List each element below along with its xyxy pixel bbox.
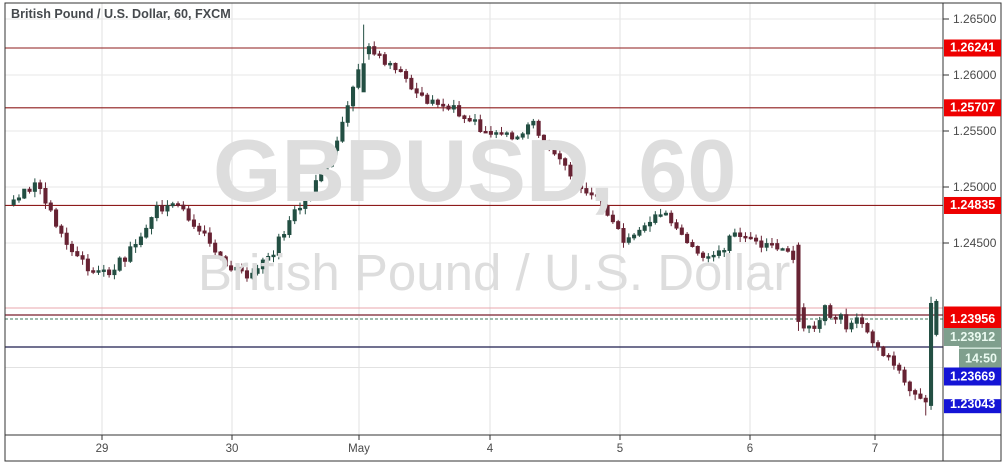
svg-text:1.23669: 1.23669 [950, 370, 995, 384]
svg-text:1.26500: 1.26500 [953, 12, 997, 26]
svg-text:30: 30 [226, 443, 239, 455]
svg-text:British Pound / U.S. Dollar, 6: British Pound / U.S. Dollar, 60, FXCM [11, 7, 231, 21]
svg-text:29: 29 [96, 443, 109, 455]
svg-text:May: May [348, 443, 370, 455]
svg-text:1.25500: 1.25500 [953, 124, 997, 138]
svg-text:5: 5 [617, 443, 623, 455]
svg-text:6: 6 [747, 443, 753, 455]
svg-text:1.23043: 1.23043 [950, 397, 995, 411]
svg-text:1.25000: 1.25000 [953, 180, 997, 194]
svg-text:British Pound / U.S. Dollar: British Pound / U.S. Dollar [198, 244, 790, 301]
svg-text:1.23956: 1.23956 [950, 312, 995, 326]
svg-text:1.25707: 1.25707 [950, 100, 995, 114]
svg-text:14:50: 14:50 [965, 352, 997, 366]
svg-text:1.23912: 1.23912 [950, 330, 995, 344]
svg-text:1.24500: 1.24500 [953, 236, 997, 250]
svg-text:4: 4 [487, 443, 494, 455]
svg-text:1.26241: 1.26241 [950, 41, 995, 55]
svg-text:GBPUSD, 60: GBPUSD, 60 [213, 121, 736, 220]
svg-text:7: 7 [872, 443, 878, 455]
svg-text:1.26000: 1.26000 [953, 68, 997, 82]
svg-text:1.24835: 1.24835 [950, 198, 995, 212]
